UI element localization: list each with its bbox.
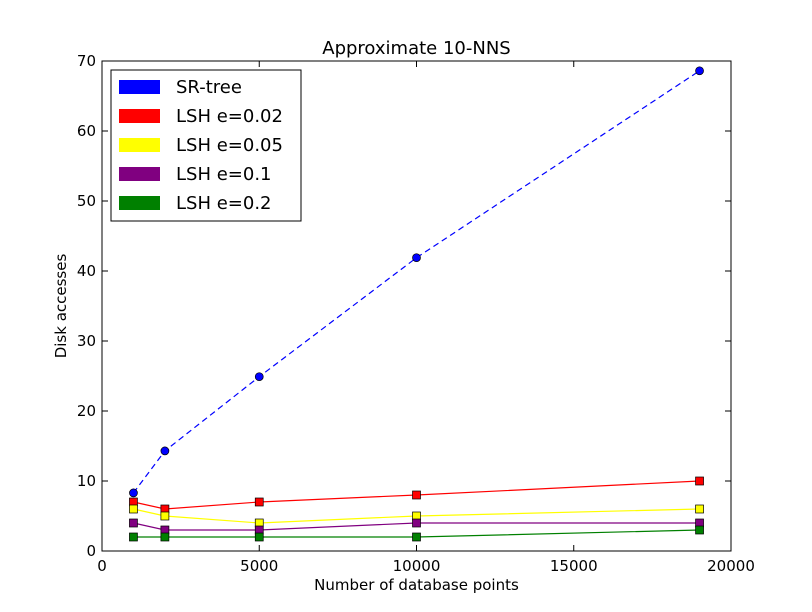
y-tick-label: 70 (77, 52, 96, 70)
y-tick-label: 10 (77, 472, 96, 490)
y-tick-label: 20 (77, 402, 96, 420)
data-point-sr-tree (129, 488, 138, 498)
y-tick-label: 30 (77, 332, 96, 350)
y-tick-label: 50 (77, 192, 96, 210)
y-axis-label: Disk accesses (52, 254, 70, 359)
data-point-lsh-e-0-1 (412, 518, 421, 528)
legend-swatch-lsh-e-0-2 (119, 196, 160, 210)
x-tick-label: 20000 (707, 557, 755, 575)
data-point-lsh-e-0-2 (160, 532, 170, 542)
data-point-lsh-e-0-02 (695, 476, 704, 486)
data-point-lsh-e-0-2 (695, 525, 704, 535)
data-point-lsh-e-0-1 (129, 518, 138, 528)
y-tick-label: 60 (77, 122, 96, 140)
legend: SR-tree LSH e=0.02 LSH e=0.05 LSH e=0.1 LSH … (110, 69, 302, 222)
y-tick-label: 40 (77, 262, 96, 280)
data-point-lsh-e-0-02 (254, 497, 264, 507)
data-point-sr-tree (254, 372, 264, 382)
data-point-lsh-e-0-05 (129, 504, 138, 514)
data-point-lsh-e-0-2 (254, 532, 264, 542)
data-point-lsh-e-0-02 (412, 490, 421, 500)
legend-swatch-sr-tree (119, 80, 160, 94)
plot-content (129, 66, 704, 542)
legend-label-lsh-e-0-02: LSH e=0.02 (176, 106, 283, 127)
data-point-sr-tree (160, 446, 170, 456)
y-tick-label: 0 (86, 542, 96, 560)
data-point-lsh-e-0-05 (160, 511, 170, 521)
x-tick-label: 5000 (240, 557, 278, 575)
ticks: 0 5000 10000 15000 20000 0 10 20 30 40 50 60 70 (77, 52, 755, 575)
legend-label-sr-tree: SR-tree (176, 77, 242, 98)
x-tick-label: 10000 (393, 557, 441, 575)
legend-swatch-lsh-e-0-1 (119, 167, 160, 181)
x-axis-label: Number of database points (314, 576, 519, 594)
plot-frame (101, 60, 732, 552)
legend-label-lsh-e-0-1: LSH e=0.1 (176, 164, 272, 185)
legend-label-lsh-e-0-2: LSH e=0.2 (176, 193, 272, 214)
data-point-lsh-e-0-2 (412, 532, 421, 542)
data-point-sr-tree (695, 66, 704, 76)
data-point-lsh-e-0-05 (695, 504, 704, 514)
data-point-sr-tree (412, 253, 421, 263)
x-tick-label: 15000 (550, 557, 598, 575)
chart-title: Approximate 10-NNS (322, 38, 510, 59)
legend-swatch-lsh-e-0-05 (119, 138, 160, 152)
data-point-lsh-e-0-2 (129, 532, 138, 542)
legend-label-lsh-e-0-05: LSH e=0.05 (176, 135, 283, 156)
x-tick-label: 0 (97, 557, 107, 575)
legend-swatch-lsh-e-0-02 (119, 109, 160, 123)
